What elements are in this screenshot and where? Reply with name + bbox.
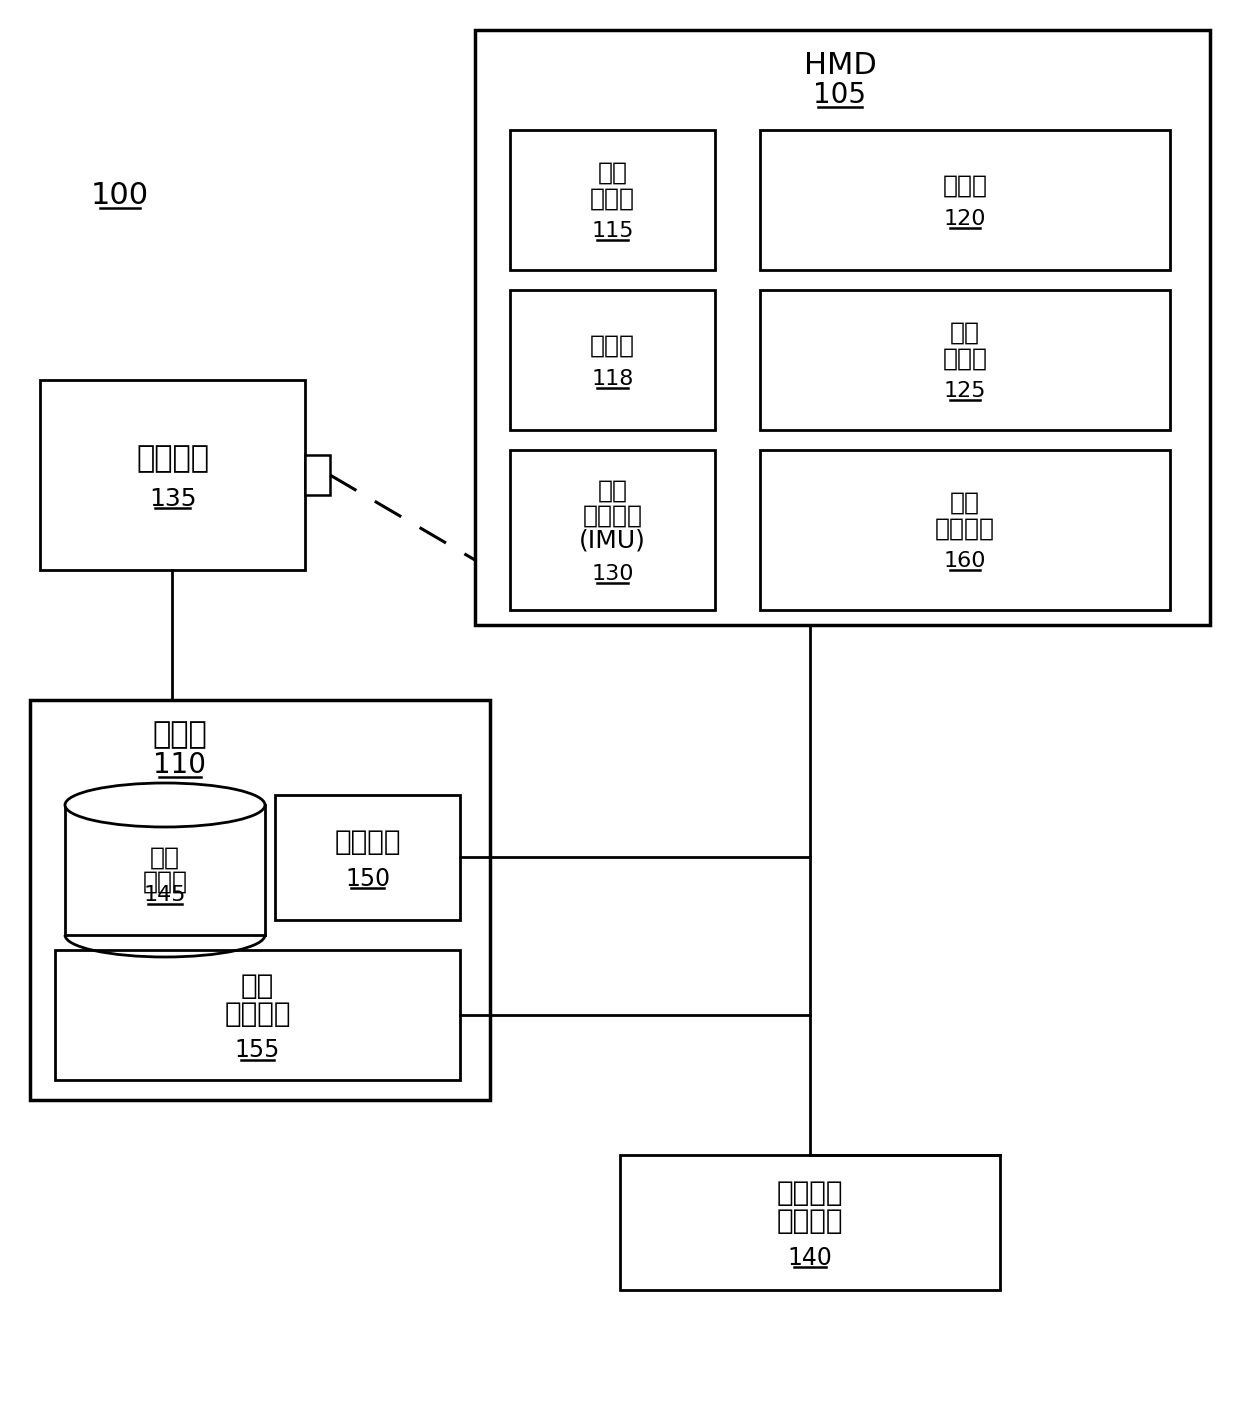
Text: 120: 120 [944, 209, 986, 229]
Bar [275, 794, 460, 920]
Text: 150: 150 [345, 866, 391, 890]
Text: 位置: 位置 [950, 321, 980, 344]
Bar [475, 30, 1210, 626]
Text: 输入接口: 输入接口 [776, 1208, 843, 1236]
Bar [510, 450, 715, 610]
Text: 130: 130 [591, 564, 634, 583]
Text: 惯性: 惯性 [598, 478, 627, 502]
Text: 155: 155 [234, 1038, 280, 1062]
Bar [760, 290, 1171, 430]
Text: 电子: 电子 [598, 162, 627, 186]
Text: 118: 118 [591, 368, 634, 389]
Text: 115: 115 [591, 221, 634, 242]
Text: 140: 140 [787, 1246, 832, 1270]
Text: 跟踪模块: 跟踪模块 [335, 828, 401, 856]
Text: 测量单元: 测量单元 [583, 503, 642, 527]
Text: 应用: 应用 [150, 845, 180, 869]
Text: 虚拟显示: 虚拟显示 [776, 1180, 843, 1208]
Text: 存储器: 存储器 [143, 870, 187, 894]
Text: 145: 145 [144, 886, 186, 905]
Text: (IMU): (IMU) [579, 529, 646, 553]
Bar [55, 950, 460, 1080]
Text: 光学块: 光学块 [590, 333, 635, 357]
Text: 105: 105 [813, 82, 867, 110]
Text: 135: 135 [149, 486, 196, 510]
Text: 显示器: 显示器 [590, 186, 635, 211]
Text: 160: 160 [944, 551, 986, 571]
Text: 虚拟: 虚拟 [241, 972, 274, 1000]
Bar [510, 129, 715, 270]
Ellipse shape [64, 783, 265, 827]
Text: 成像装置: 成像装置 [136, 444, 210, 474]
Bar [30, 700, 490, 1099]
Bar [510, 290, 715, 430]
Text: 125: 125 [944, 381, 986, 401]
Text: 100: 100 [91, 180, 149, 209]
Text: 控制台: 控制台 [153, 720, 207, 749]
Text: 定位器: 定位器 [942, 173, 987, 198]
Bar [40, 380, 305, 569]
Bar [305, 456, 330, 495]
Bar [760, 450, 1171, 610]
Text: 传感器: 传感器 [942, 346, 987, 370]
Text: 110: 110 [154, 751, 207, 779]
Text: 现实引擎: 现实引擎 [224, 1000, 290, 1028]
Text: 面部: 面部 [950, 491, 980, 515]
Text: HMD: HMD [804, 51, 877, 80]
Bar [760, 129, 1171, 270]
Bar [620, 1154, 999, 1289]
Text: 跟踪系统: 跟踪系统 [935, 516, 994, 540]
